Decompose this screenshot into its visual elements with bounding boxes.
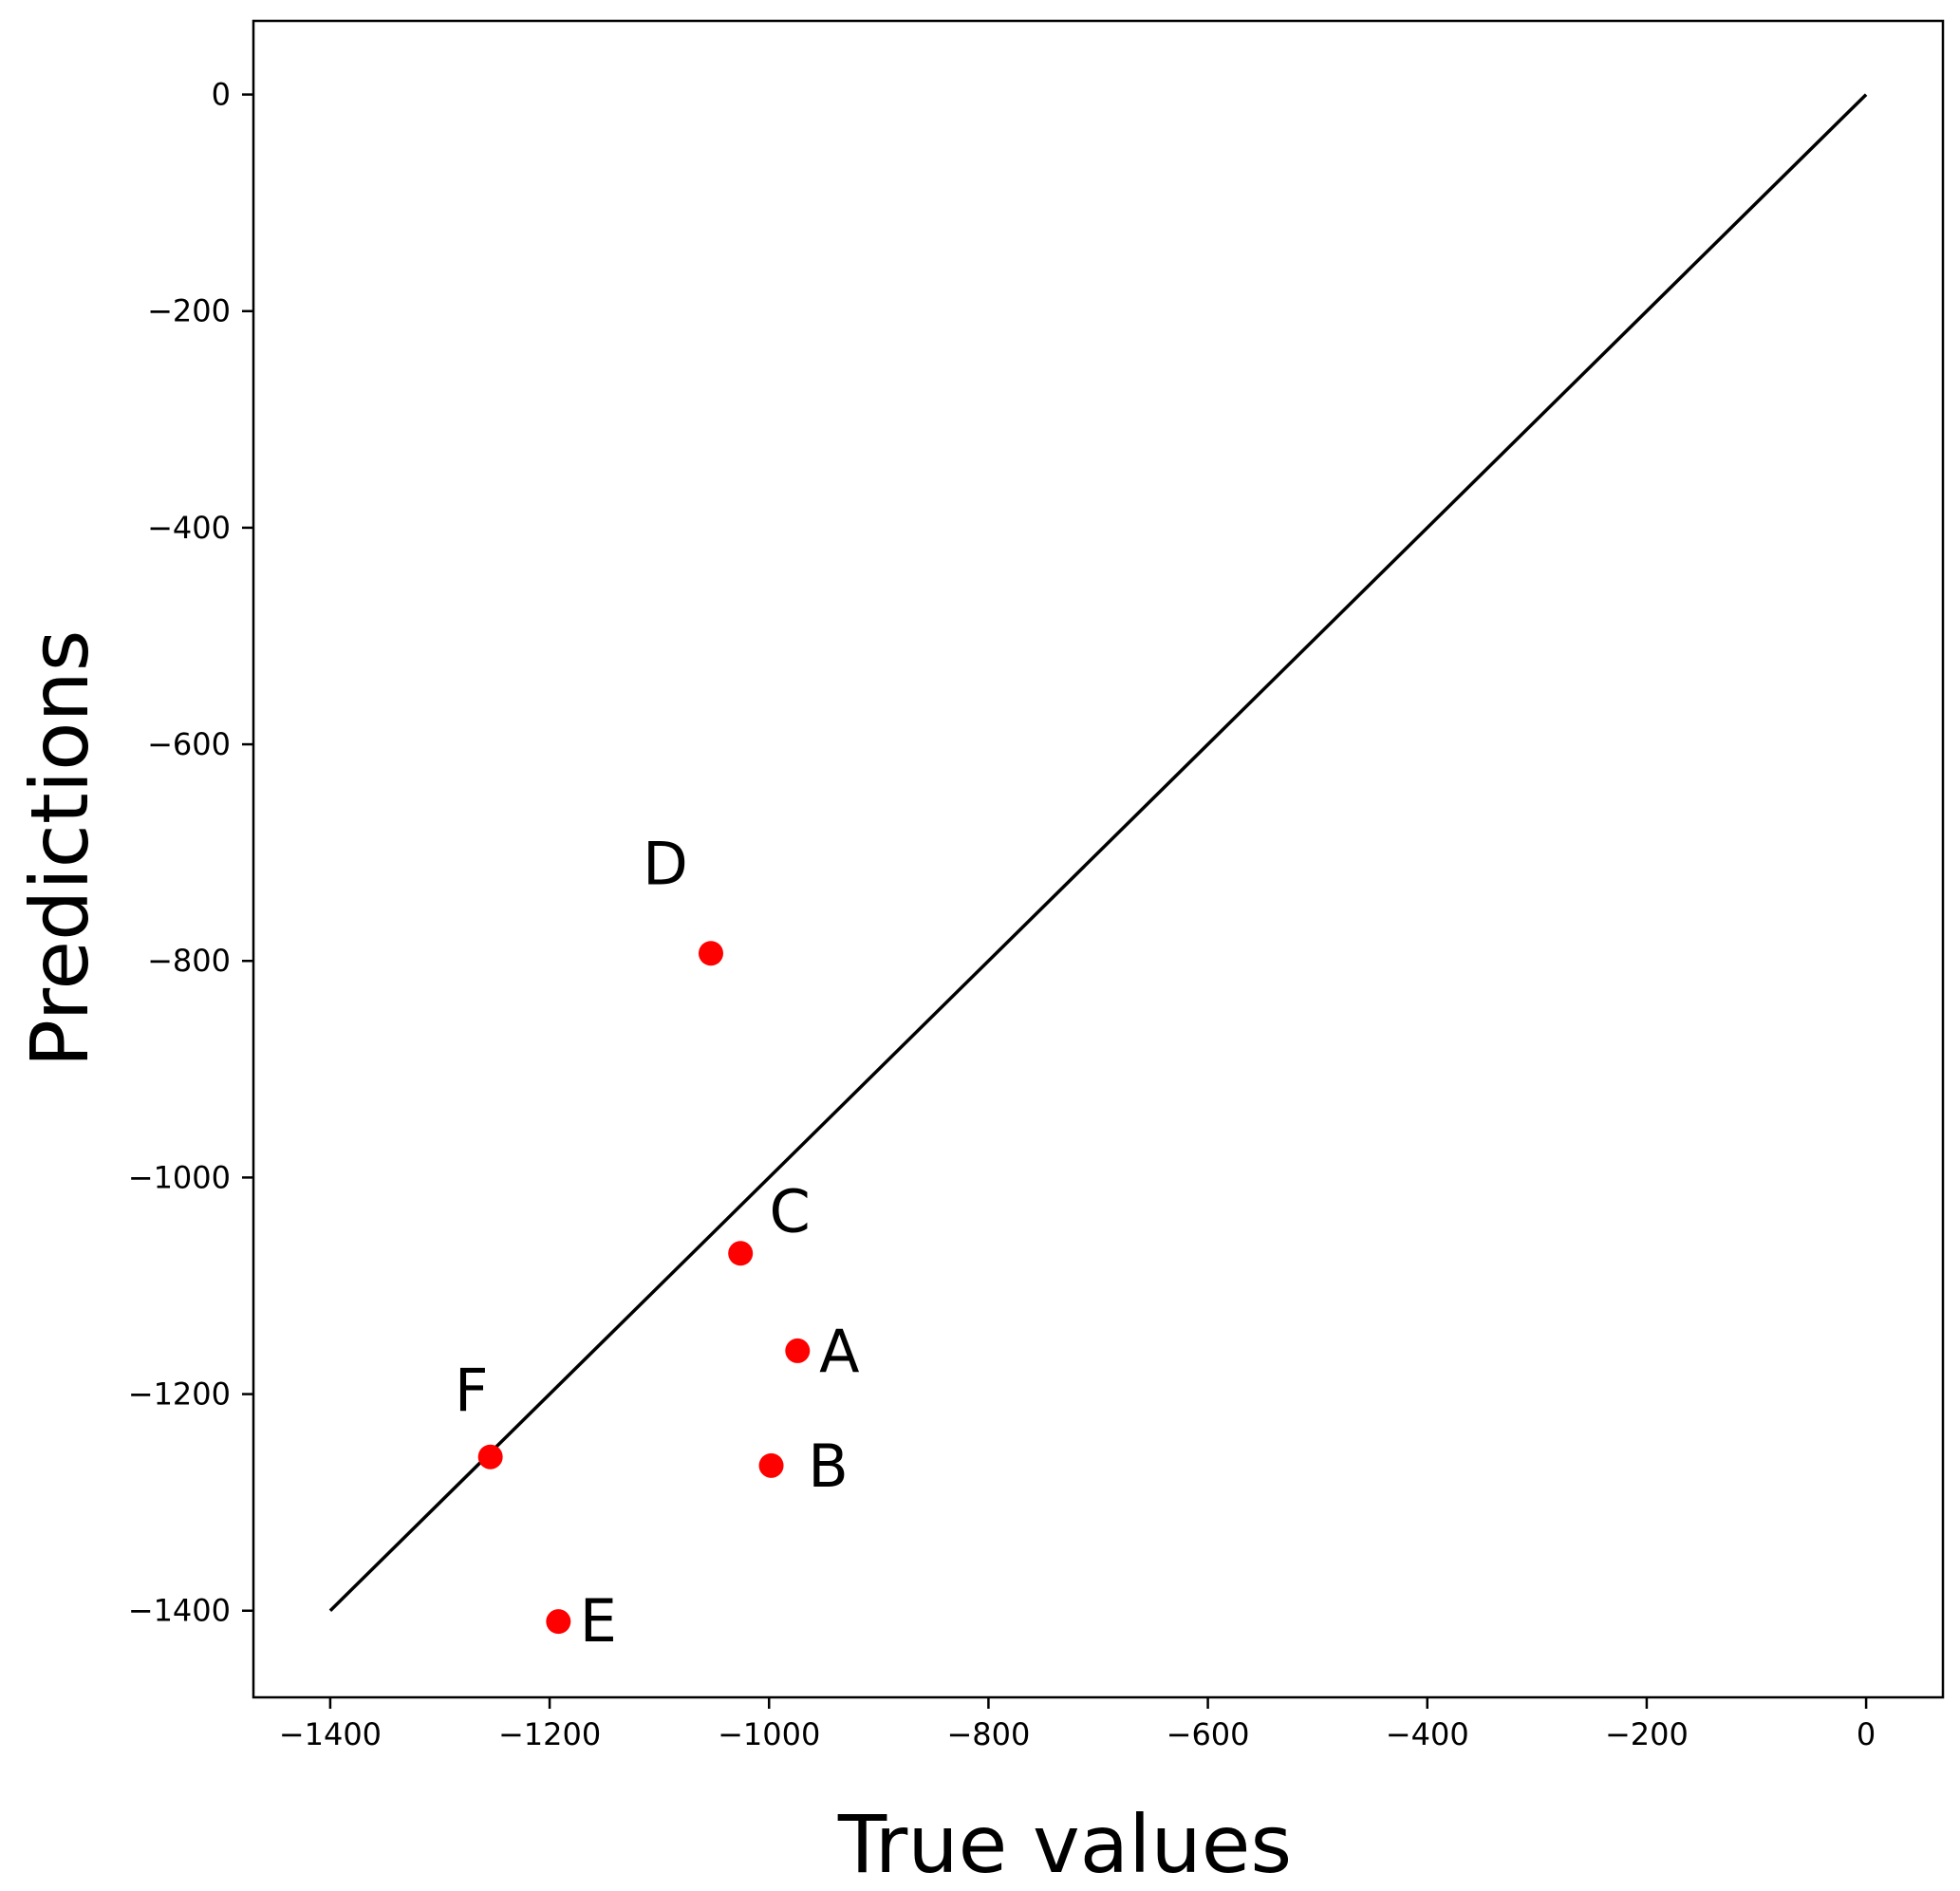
y-tick-label: −800 bbox=[147, 943, 231, 979]
point-label-e: E bbox=[580, 1586, 617, 1656]
y-tick-label: −600 bbox=[147, 726, 231, 762]
x-tick-label: 0 bbox=[1857, 1716, 1876, 1752]
data-point-labels: AB C D E F bbox=[455, 829, 860, 1656]
y-tick-label: −1400 bbox=[128, 1593, 231, 1629]
point-label-c: C bbox=[770, 1176, 811, 1245]
y-tick-label: 0 bbox=[212, 77, 231, 113]
x-tick-label: −600 bbox=[1167, 1716, 1250, 1752]
y-axis-ticks: 0 −200 −400 −600 −800 −1000 −1200 −1400 bbox=[128, 77, 253, 1629]
data-point-e bbox=[546, 1609, 571, 1635]
x-axis-title: True values bbox=[837, 1798, 1292, 1891]
point-label-b: B bbox=[808, 1432, 849, 1501]
data-point-b bbox=[758, 1452, 784, 1478]
point-label-d: D bbox=[643, 829, 688, 898]
data-points bbox=[477, 941, 811, 1635]
x-axis-ticks: −1400 −1200 −1000 −800 −600 −400 −200 0 bbox=[279, 1697, 1876, 1752]
reference-line bbox=[328, 93, 1868, 1612]
plot-area-frame bbox=[252, 19, 1945, 1699]
y-tick-label: −400 bbox=[147, 510, 231, 546]
data-point-f bbox=[477, 1444, 503, 1470]
x-tick-label: −400 bbox=[1386, 1716, 1469, 1752]
y-tick-label: −1200 bbox=[128, 1376, 231, 1413]
point-label-a: A bbox=[819, 1317, 859, 1386]
x-tick-label: −1000 bbox=[718, 1716, 820, 1752]
data-point-d bbox=[698, 941, 723, 966]
data-point-c bbox=[728, 1241, 754, 1266]
data-point-a bbox=[785, 1338, 811, 1363]
x-tick-label: −800 bbox=[946, 1716, 1030, 1752]
y-axis-title: Predictions bbox=[13, 629, 106, 1067]
y-tick-label: −1000 bbox=[128, 1159, 231, 1195]
y-tick-label: −200 bbox=[147, 293, 231, 329]
x-tick-label: −1400 bbox=[279, 1716, 382, 1752]
point-label-f: F bbox=[455, 1357, 489, 1426]
x-tick-label: −200 bbox=[1605, 1716, 1689, 1752]
x-tick-label: −1200 bbox=[498, 1716, 601, 1752]
